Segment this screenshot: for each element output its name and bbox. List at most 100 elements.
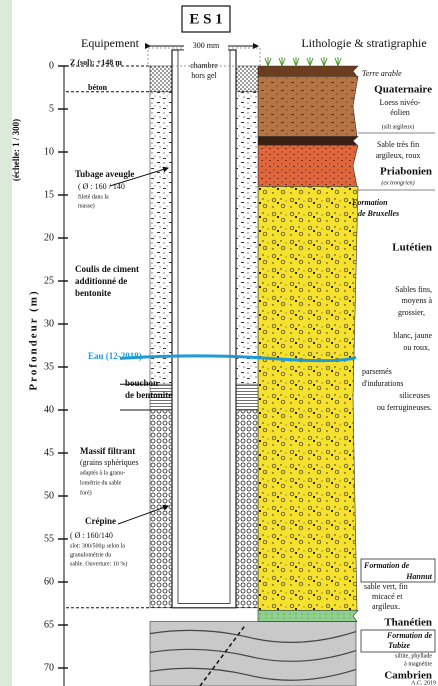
schist-line (149, 629, 357, 643)
grass (278, 57, 286, 67)
tick-label: 45 (44, 447, 54, 458)
label: sable vert, fin (364, 582, 408, 591)
litho-layer (257, 610, 359, 622)
label: argileux. (372, 602, 400, 611)
label: Priabonien (380, 166, 432, 178)
schist-line (149, 667, 357, 681)
label: d'indurations (362, 379, 403, 388)
label: chambre (190, 61, 218, 70)
label: ( Ø : 160 / 140 (78, 182, 125, 191)
label: hors gel (191, 71, 217, 80)
label: de bentonite (125, 390, 172, 400)
label: de Bruxelles (358, 209, 399, 218)
label: Crépine (85, 516, 116, 526)
label: Quaternaire (374, 84, 432, 96)
label: lométrie du sable (80, 480, 122, 486)
label: Lutétien (392, 242, 432, 254)
label: Formation (351, 198, 388, 207)
tick-label: 60 (44, 576, 54, 587)
layers (119, 47, 359, 686)
label: ou roux, (403, 343, 430, 352)
label: éolien (390, 108, 410, 117)
label: slot: 300/500µ selon la (70, 543, 125, 549)
label: (ex trongrien) (381, 179, 414, 186)
label: ou ferrugineuses. (377, 403, 432, 412)
label: sable. Ouverture: 10 %) (70, 560, 127, 567)
label: argileux, roux (376, 151, 421, 160)
tick-label: 10 (44, 146, 54, 157)
annulus (235, 409, 259, 609)
header: Lithologie & stratigraphie (301, 36, 426, 50)
basement (149, 621, 357, 686)
schist-line (149, 648, 357, 662)
label: Eau (12-2018) (88, 351, 142, 361)
tick-label: 50 (44, 490, 54, 501)
label: (grains sphériques (80, 458, 138, 467)
axis-title: Profondeur (m) (28, 289, 40, 390)
grass (320, 57, 328, 67)
label: siliceuses (399, 391, 430, 400)
casing-inner (177, 49, 231, 604)
grass (264, 57, 272, 67)
tick-label: 65 (44, 619, 54, 630)
label: adaptés à la granu- (80, 470, 125, 476)
label: foré) (80, 489, 92, 496)
fault (199, 625, 246, 686)
annulus (149, 65, 173, 93)
tick-label: 0 (49, 60, 54, 71)
header: Equipement (81, 36, 140, 50)
label: fileté dans la (78, 193, 109, 200)
annulus (149, 91, 173, 385)
label: Formation de (386, 631, 433, 640)
annulus (235, 91, 259, 385)
pointer (109, 166, 169, 187)
label: Hannut (405, 572, 433, 581)
tick-label: 5 (49, 103, 54, 114)
litho-layer (257, 76, 359, 137)
label: blanc, jaune (393, 331, 432, 340)
tick-label: 15 (44, 189, 54, 200)
annulus (235, 383, 259, 411)
tick-label: 30 (44, 318, 54, 329)
litho-layer (257, 65, 359, 77)
label: moyens à (402, 296, 433, 305)
tick-label: 40 (44, 404, 54, 415)
tick-label: 25 (44, 275, 54, 286)
label: ( Ø : 160/140 (70, 531, 113, 540)
grass (292, 57, 300, 67)
labels: 0 5 10 15 20 25 30 35 40 45 50 55 60 65 70 (échelle: 1 … (11, 5, 436, 686)
label: siltite, phyllade (395, 653, 432, 659)
label: parsemés (362, 367, 392, 376)
pointer (117, 504, 169, 525)
label: Sables fins, (395, 285, 432, 294)
label: Loess nivéo- (379, 98, 420, 107)
litho-layer (257, 144, 359, 187)
label: Formation de (363, 561, 410, 570)
label: Terre arable (362, 69, 402, 78)
formation-box (360, 558, 436, 583)
dim-bg (184, 40, 228, 51)
label: à magnétite (404, 661, 432, 667)
label: masse) (78, 202, 95, 209)
label: Cambrien (384, 670, 432, 682)
litho-layer (257, 136, 359, 146)
label: Massif filtrant (80, 446, 135, 456)
annulus (235, 65, 259, 93)
label: bentonite (75, 288, 111, 298)
label: Sable très fin (377, 140, 419, 149)
label: Tubize (388, 641, 410, 650)
tick-label: 20 (44, 232, 54, 243)
label: granulométrie du (70, 552, 111, 558)
label: Tubage aveugle (75, 169, 134, 179)
label: micacé et (372, 592, 403, 601)
formation-box (360, 629, 436, 653)
label: bouchon (125, 378, 158, 388)
label: Z (sol): +148 m (70, 58, 122, 67)
grass (334, 57, 342, 67)
tick-label: 70 (44, 662, 54, 673)
label: Coulis de ciment (75, 264, 139, 274)
label: Thanétien (384, 617, 432, 629)
grass (306, 57, 314, 67)
water-level (119, 354, 357, 363)
